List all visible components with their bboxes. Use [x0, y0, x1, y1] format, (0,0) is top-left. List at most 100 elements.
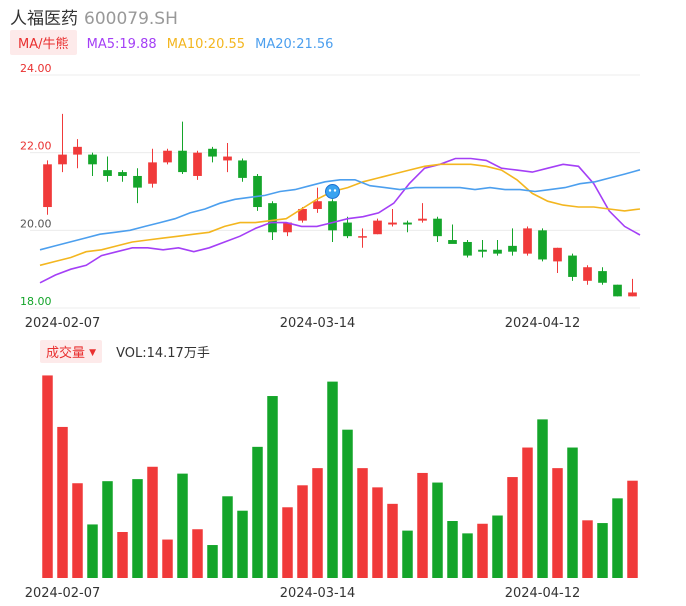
volume-bar — [477, 523, 488, 578]
caret-down-icon: ▼ — [89, 348, 97, 358]
candle-body — [478, 249, 487, 252]
volume-bar — [447, 521, 458, 578]
candle-body — [43, 164, 52, 208]
candle-body — [313, 201, 322, 209]
candlestick-series — [43, 113, 637, 297]
volume-bar — [492, 515, 503, 578]
volume-bar — [327, 381, 338, 578]
candle-body — [538, 230, 547, 260]
volume-bar — [222, 496, 233, 578]
ma-lines — [39, 157, 641, 284]
x-tick-label: 2024-04-12 — [505, 586, 581, 601]
candle-body — [433, 218, 442, 237]
candle-body — [373, 220, 382, 235]
ma5-label: MA5:19.88 — [86, 37, 157, 52]
candle-body — [118, 172, 127, 176]
marker-eye — [328, 189, 332, 192]
volume-bar — [132, 479, 143, 578]
x-tick-label: 2024-02-07 — [25, 316, 101, 331]
volume-date-axis: 2024-02-07 2024-03-14 2024-04-12 — [25, 586, 581, 601]
marker-circle — [325, 184, 340, 199]
ma-line-ma5 — [39, 157, 641, 284]
cartoon-marker-icon — [325, 184, 340, 199]
volume-bar — [372, 487, 383, 578]
volume-bar — [582, 520, 593, 578]
volume-bar — [42, 375, 53, 578]
candle-body — [58, 154, 67, 165]
candle-body — [208, 148, 217, 157]
candle-body — [73, 146, 82, 155]
candle-body — [463, 241, 472, 256]
candle-body — [193, 152, 202, 176]
candle-body — [238, 160, 247, 178]
volume-bar — [192, 529, 203, 578]
volume-bar — [117, 531, 128, 578]
volume-bar — [417, 472, 428, 578]
y-tick-label: 18.00 — [20, 295, 52, 308]
candle-body — [103, 170, 112, 176]
marker-eye — [333, 189, 337, 192]
price-date-axis: 2024-02-07 2024-03-14 2024-04-12 — [25, 316, 581, 331]
x-tick-label: 2024-04-12 — [505, 316, 581, 331]
stock-header: 人福医药 600079.SH — [10, 4, 178, 29]
volume-bar — [282, 507, 293, 578]
candle-body — [88, 154, 97, 165]
ma-legend: MA/牛熊 MA5:19.88 MA10:20.55 MA20:21.56 — [10, 30, 334, 55]
candle-body — [298, 208, 307, 221]
candle-body — [388, 222, 397, 225]
volume-bar — [57, 426, 68, 578]
volume-bar — [552, 468, 563, 578]
candle-body — [133, 175, 142, 188]
candle-body — [613, 284, 622, 297]
volume-bar — [72, 483, 83, 578]
volume-bar — [537, 419, 548, 578]
volume-bar — [267, 396, 278, 578]
candle-body — [628, 292, 637, 297]
volume-bar — [162, 539, 173, 578]
volume-bar — [432, 482, 443, 578]
candle-body — [163, 150, 172, 163]
volume-bar — [597, 523, 608, 578]
volume-bar — [297, 485, 308, 578]
ma20-label: MA20:21.56 — [255, 37, 334, 52]
y-tick-label: 22.00 — [20, 140, 52, 153]
candle-body — [223, 156, 232, 161]
volume-bar — [627, 480, 638, 578]
volume-bar — [252, 446, 263, 578]
volume-bar — [87, 524, 98, 578]
ma-indicator-selector[interactable]: MA/牛熊 — [10, 30, 77, 55]
x-tick-label: 2024-02-07 — [25, 586, 101, 601]
volume-bar — [237, 510, 248, 578]
volume-bar — [567, 447, 578, 578]
volume-indicator-selector[interactable]: 成交量 ▼ — [40, 340, 103, 363]
volume-bar — [177, 473, 188, 578]
candle-body — [493, 249, 502, 254]
candle-body — [178, 150, 187, 173]
volume-bar — [357, 468, 368, 578]
volume-bar — [612, 498, 623, 578]
candle-body — [283, 222, 292, 233]
candle-body — [508, 245, 517, 252]
candle-body — [583, 267, 592, 281]
volume-bar — [402, 530, 413, 578]
candle-body — [253, 175, 262, 208]
volume-bar — [207, 545, 218, 578]
x-tick-label: 2024-03-14 — [280, 586, 356, 601]
candle-body — [403, 222, 412, 225]
volume-legend: 成交量 ▼ VOL:14.17万手 — [40, 340, 210, 363]
candle-body — [268, 203, 277, 233]
candle-body — [418, 218, 427, 221]
x-tick-label: 2024-03-14 — [280, 316, 356, 331]
volume-bar — [522, 447, 533, 578]
y-tick-label: 24.00 — [20, 62, 52, 75]
ma-line-ma10 — [39, 163, 641, 267]
candle-body — [553, 247, 562, 262]
candle-body — [523, 228, 532, 254]
volume-value: VOL:14.17万手 — [116, 346, 210, 361]
candle-body — [598, 271, 607, 283]
candle-body — [343, 222, 352, 237]
y-tick-label: 20.00 — [20, 217, 52, 230]
volume-bar — [342, 429, 353, 578]
candle-body — [328, 201, 337, 231]
